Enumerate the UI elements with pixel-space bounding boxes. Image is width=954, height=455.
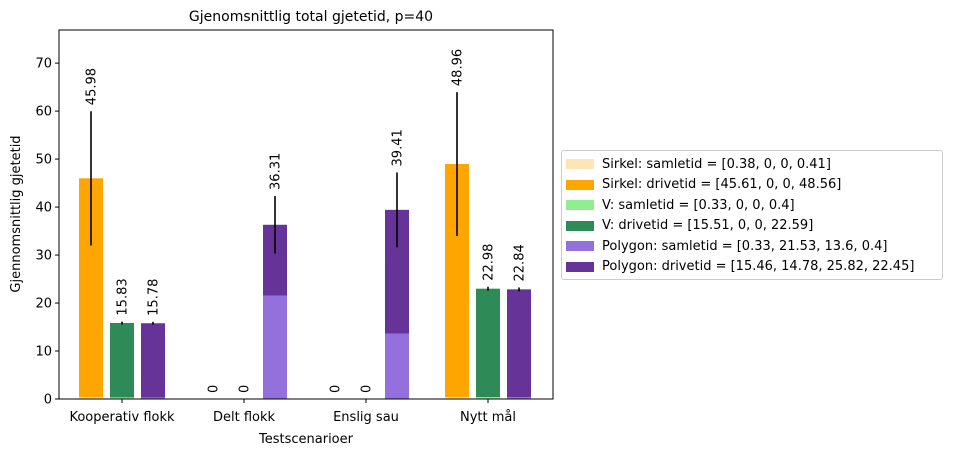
chart-marks: 0 10 20 30 40 50 60 70 Kooperativ flokk Delt flok…	[35, 49, 531, 425]
bar-samletid	[445, 397, 469, 399]
bar-value-label: 45.98	[85, 68, 100, 105]
x-axis-label: Testscenarioer	[258, 432, 354, 447]
x-tick-label: Enslig sau	[333, 410, 399, 425]
x-tick-label: Kooperativ flokk	[69, 410, 175, 425]
legend-item: Sirkel: drivetid = [45.61, 0, 0, 48.56]	[566, 175, 942, 196]
legend-item: Polygon: drivetid = [15.46, 14.78, 25.82…	[566, 257, 942, 278]
bar-drivetid	[507, 289, 531, 398]
legend-swatch	[566, 200, 594, 211]
y-tick-label: 10	[35, 345, 52, 360]
legend: Sirkel: samletid = [0.38, 0, 0, 0.41] Sir…	[561, 150, 943, 280]
y-axis-label: Gjennomsnittlig gjetetid	[9, 135, 24, 292]
legend-label: Polygon: samletid = [0.33, 21.53, 13.6, …	[602, 238, 888, 254]
bar-value-label: 39.41	[391, 129, 406, 166]
bar-samletid	[110, 397, 134, 399]
y-tick-label: 70	[35, 57, 52, 72]
legend-swatch	[566, 241, 594, 252]
y-tick-label: 0	[44, 393, 52, 408]
legend-swatch	[566, 261, 594, 272]
bar-samletid	[263, 295, 287, 399]
bar-samletid	[141, 397, 165, 399]
legend-rows: Sirkel: samletid = [0.38, 0, 0, 0.41] Sir…	[566, 154, 942, 277]
bar-value-label: 15.83	[116, 278, 131, 315]
bar-samletid	[507, 397, 531, 399]
legend-swatch	[566, 179, 594, 190]
bar-samletid	[476, 397, 500, 399]
legend-item: V: drivetid = [15.51, 0, 0, 22.59]	[566, 216, 942, 237]
bar-samletid	[79, 397, 103, 399]
y-tick-label: 60	[35, 105, 52, 120]
y-tick-label: 20	[35, 297, 52, 312]
y-tick-label: 40	[35, 201, 52, 216]
x-tick-label: Nytt mål	[460, 410, 516, 425]
bar-value-label: 0	[238, 385, 253, 393]
legend-label: Sirkel: samletid = [0.38, 0, 0, 0.41]	[602, 156, 831, 172]
x-tick-label: Delt flokk	[213, 410, 276, 425]
bar-samletid	[385, 333, 409, 399]
bar-value-label: 0	[329, 385, 344, 393]
y-tick-label: 30	[35, 249, 52, 264]
legend-label: V: samletid = [0.33, 0, 0, 0.4]	[602, 197, 795, 213]
legend-label: Polygon: drivetid = [15.46, 14.78, 25.82…	[602, 259, 915, 275]
legend-item: Sirkel: samletid = [0.38, 0, 0, 0.41]	[566, 154, 942, 175]
bar-value-label: 22.84	[513, 244, 528, 281]
bar-value-label: 48.96	[451, 49, 466, 86]
y-tick-label: 50	[35, 153, 52, 168]
bar-value-label: 22.98	[482, 244, 497, 281]
legend-item: V: samletid = [0.33, 0, 0, 0.4]	[566, 195, 942, 216]
chart-title: Gjenomsnittlig total gjetetid, p=40	[189, 9, 433, 25]
plot-frame	[58, 29, 554, 400]
bar-value-label: 36.31	[269, 153, 284, 190]
legend-swatch	[566, 220, 594, 231]
legend-label: V: drivetid = [15.51, 0, 0, 22.59]	[602, 218, 814, 234]
bar-drivetid	[110, 322, 134, 398]
bar-drivetid	[476, 288, 500, 398]
legend-item: Polygon: samletid = [0.33, 21.53, 13.6, …	[566, 236, 942, 257]
legend-swatch	[566, 159, 594, 170]
bar-value-label: 15.78	[147, 279, 162, 316]
bar-value-label: 0	[207, 385, 222, 393]
bar-value-label: 0	[360, 385, 375, 393]
legend-label: Sirkel: drivetid = [45.61, 0, 0, 48.56]	[602, 177, 842, 193]
bar-drivetid	[141, 323, 165, 398]
